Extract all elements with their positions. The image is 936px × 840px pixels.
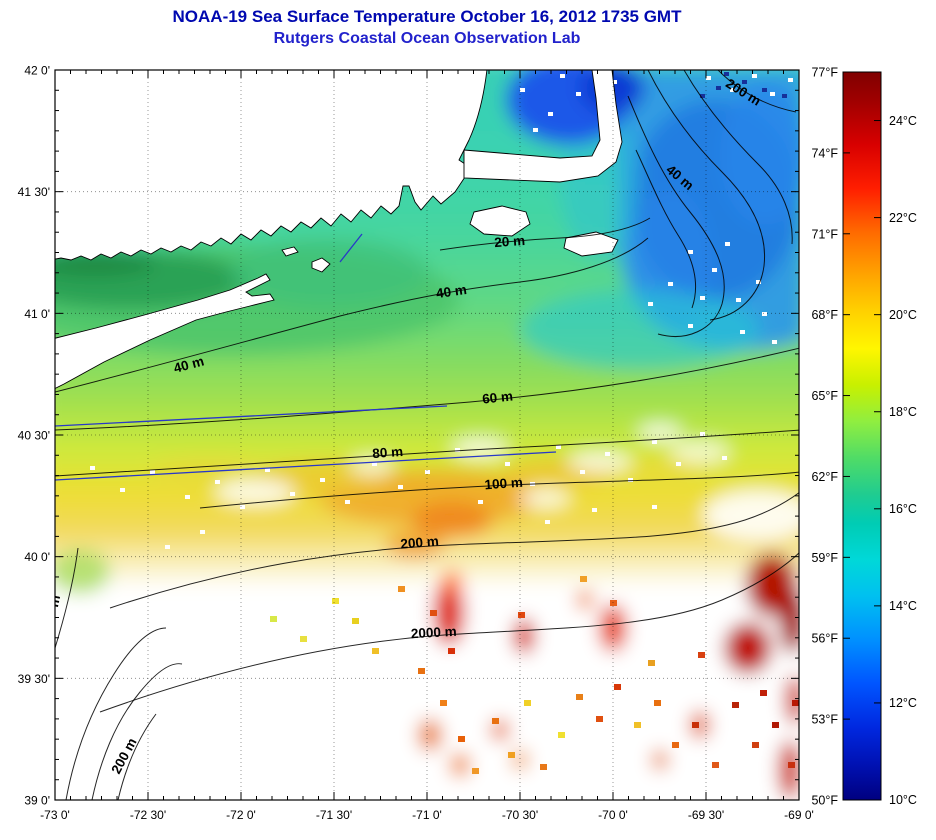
contour-label: 100 m (484, 475, 523, 493)
long-island (55, 273, 275, 390)
colorbar-label-c: 22°C (889, 211, 917, 225)
colorbar-label-c: 24°C (889, 114, 917, 128)
new-england-mainland (55, 70, 488, 261)
map-content: 200 m 40 m 20 m 40 m 40 m 60 m 80 m 100 … (46, 70, 799, 800)
colorbar-label-c: 14°C (889, 599, 917, 613)
contour-label: 80 m (372, 444, 404, 461)
colorbar: 77°F 74°F 71°F 68°F 65°F 62°F 59°F 56°F … (811, 66, 916, 808)
figure-subtitle: Rutgers Coastal Ocean Observation Lab (273, 29, 581, 47)
y-axis-label: 39 30' (18, 672, 50, 686)
x-axis-label: -69 30' (688, 808, 724, 822)
transect-line (55, 405, 448, 427)
contour-label: 200 m (400, 533, 439, 551)
colorbar-label-f: 74°F (811, 146, 838, 160)
fishers-island (281, 246, 299, 257)
contour-label: 2000 m (411, 624, 458, 641)
colorbar-label-f: 56°F (811, 632, 838, 646)
contour-label: 20 m (494, 233, 526, 250)
colorbar-label-c: 16°C (889, 502, 917, 516)
colorbar-label-c: 18°C (889, 405, 917, 419)
transect-line (339, 233, 363, 263)
x-axis-label: -71 30' (316, 808, 352, 822)
colorbar-ticks (843, 71, 881, 801)
figure-title: NOAA-19 Sea Surface Temperature October … (172, 7, 682, 26)
x-axis-label: -72 0' (226, 808, 256, 822)
transect-line (55, 451, 557, 481)
y-axis-label: 40 30' (18, 429, 50, 443)
bathymetry-contours (55, 70, 799, 800)
x-axis-label: -71 0' (412, 808, 442, 822)
y-axis-label: 42 0' (24, 64, 50, 78)
y-axis-label: 41 0' (24, 307, 50, 321)
colorbar-label-f: 62°F (811, 470, 838, 484)
colorbar-label-f: 65°F (811, 389, 838, 403)
colorbar-label-f: 68°F (811, 308, 838, 322)
axis-ticks (54, 69, 800, 801)
y-axis-label: 39 0' (24, 794, 50, 808)
y-axis: 42 0' 41 30' 41 0' 40 30' 40 0' 39 30' 3… (18, 64, 50, 808)
block-island (311, 257, 331, 273)
x-axis-label: -70 0' (598, 808, 628, 822)
colorbar-label-f: 53°F (811, 713, 838, 727)
cape-cod (463, 70, 623, 183)
nantucket (563, 231, 619, 257)
colorbar-gradient (842, 71, 882, 801)
x-axis: -73 0' -72 30' -72 0' -71 30' -71 0' -70… (40, 808, 814, 822)
colorbar-label-c: 12°C (889, 696, 917, 710)
x-axis-label: -72 30' (130, 808, 166, 822)
y-axis-label: 41 30' (18, 185, 50, 199)
colorbar-label-f: 59°F (811, 551, 838, 565)
colorbar-label-c: 20°C (889, 308, 917, 322)
land-masses (55, 70, 623, 390)
y-axis-label: 40 0' (24, 550, 50, 564)
x-axis-label: -73 0' (40, 808, 70, 822)
contour-label: 60 m (481, 388, 513, 406)
colorbar-celsius-scale: 24°C 22°C 20°C 18°C 16°C 14°C 12°C 10°C (889, 114, 917, 807)
figure-titles: NOAA-19 Sea Surface Temperature October … (0, 6, 854, 50)
contour-label: 40 m (435, 282, 468, 301)
marthas-vineyard (469, 205, 531, 237)
plot-frame (54, 69, 800, 801)
colorbar-label-f: 50°F (811, 793, 838, 807)
x-axis-label: -69 0' (784, 808, 814, 822)
colorbar-label-c: 10°C (889, 793, 917, 807)
colorbar-fahrenheit-scale: 77°F 74°F 71°F 68°F 65°F 62°F 59°F 56°F … (811, 66, 838, 808)
colorbar-label-f: 77°F (811, 66, 838, 80)
transect-lines (55, 233, 557, 481)
colorbar-label-f: 71°F (811, 227, 838, 241)
x-axis-label: -70 30' (502, 808, 538, 822)
contour-label: m (46, 594, 63, 609)
